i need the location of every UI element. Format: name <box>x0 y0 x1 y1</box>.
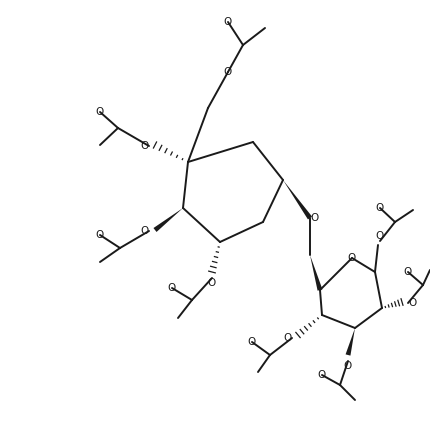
Polygon shape <box>345 328 354 356</box>
Text: O: O <box>343 361 351 371</box>
Text: O: O <box>347 253 355 263</box>
Text: O: O <box>247 337 255 347</box>
Polygon shape <box>283 180 311 219</box>
Text: O: O <box>141 141 149 151</box>
Text: O: O <box>141 226 149 236</box>
Text: O: O <box>95 230 104 240</box>
Text: O: O <box>223 67 232 77</box>
Text: O: O <box>403 267 411 277</box>
Polygon shape <box>153 208 183 232</box>
Text: O: O <box>407 298 415 308</box>
Text: O: O <box>283 333 291 343</box>
Text: O: O <box>207 278 215 288</box>
Text: O: O <box>223 17 232 27</box>
Text: O: O <box>95 107 104 117</box>
Text: O: O <box>309 213 317 223</box>
Polygon shape <box>309 255 322 291</box>
Text: O: O <box>317 370 326 380</box>
Text: O: O <box>168 283 176 293</box>
Text: O: O <box>375 203 383 213</box>
Text: O: O <box>375 231 383 241</box>
